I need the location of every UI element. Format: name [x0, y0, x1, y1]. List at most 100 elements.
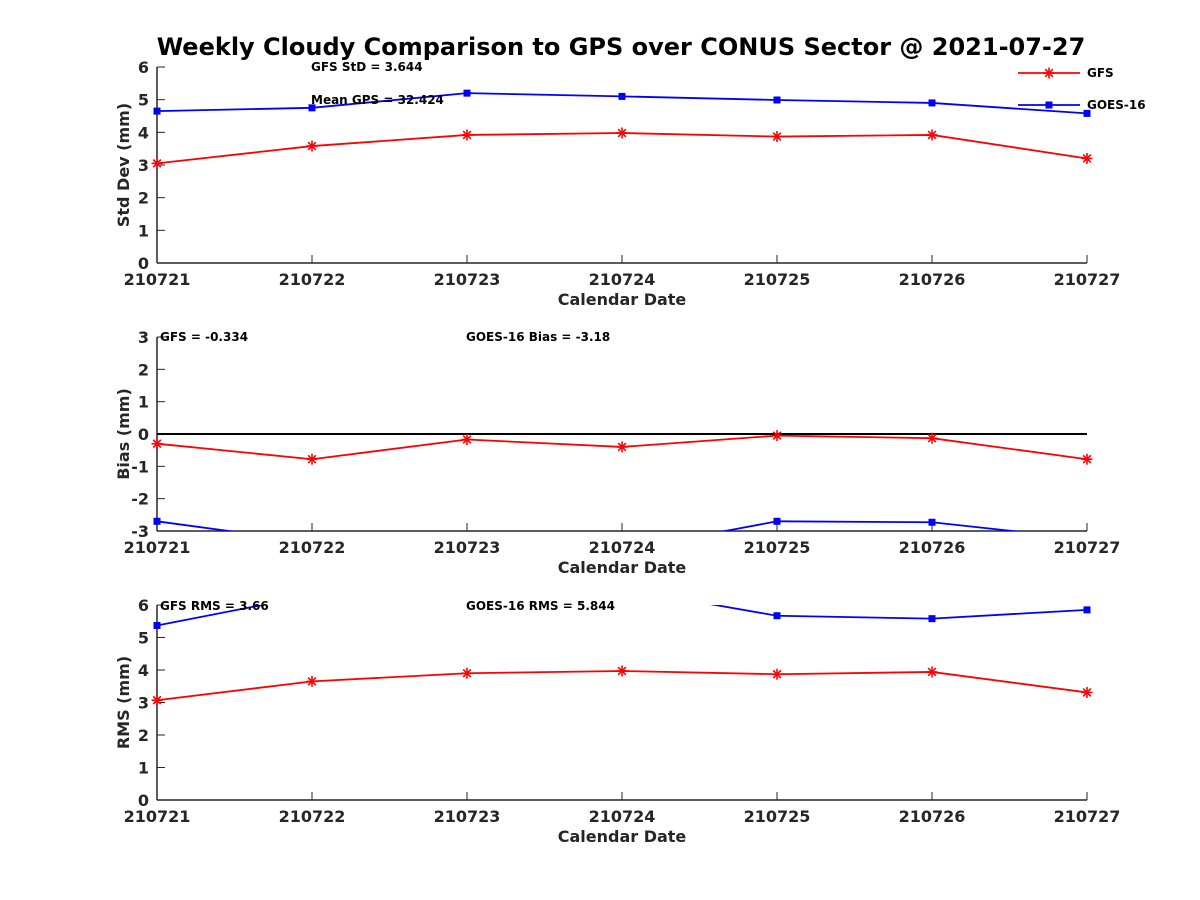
chart-title: Weekly Cloudy Comparison to GPS over CON…	[157, 33, 1086, 61]
data-point-goes-16	[773, 517, 781, 525]
data-point-gfs	[306, 453, 318, 465]
y-tick-label: 2	[138, 360, 149, 379]
y-axis-label: Std Dev (mm)	[114, 103, 133, 227]
legend-marker	[1045, 101, 1053, 109]
data-point-gfs	[926, 666, 938, 678]
x-tick-label: 210726	[899, 270, 966, 289]
legend-entry-gfs: GFS	[1018, 66, 1114, 80]
data-point-goes-16	[928, 518, 936, 526]
data-point-gfs	[151, 438, 163, 450]
data-point-gfs	[461, 129, 473, 141]
y-tick-label: -2	[131, 490, 149, 509]
legend-marker	[1043, 67, 1055, 79]
data-point-goes-16	[463, 89, 471, 97]
data-point-goes-16	[308, 104, 316, 112]
y-tick-label: 6	[138, 596, 149, 615]
y-axis-label: Bias (mm)	[114, 388, 133, 480]
x-tick-label: 210725	[744, 807, 811, 826]
data-point-gfs	[616, 127, 628, 139]
y-tick-label: 2	[138, 189, 149, 208]
x-tick-label: 210724	[589, 807, 656, 826]
x-tick-label: 210722	[279, 807, 346, 826]
data-point-gfs	[926, 129, 938, 141]
y-tick-label: 1	[138, 393, 149, 412]
data-point-gfs	[1081, 152, 1093, 164]
x-tick-label: 210722	[279, 270, 346, 289]
y-tick-label: 6	[138, 58, 149, 77]
data-point-gfs	[1081, 453, 1093, 465]
y-tick-label: -1	[131, 457, 149, 476]
annotation: Mean GPS = 32.424	[311, 93, 444, 107]
y-tick-label: 3	[138, 694, 149, 713]
panel-3: 0 1 2 3 4 5 6 210721 210722 210723 210724 210725 210…	[114, 582, 1121, 846]
y-tick-label: 5	[138, 91, 149, 110]
data-point-gfs	[1081, 686, 1093, 698]
data-point-gfs	[306, 140, 318, 152]
x-tick-label: 210723	[434, 807, 501, 826]
panel-2: -3 -2 -1 0 1 2 3 210721 210722 210723 210724 210725…	[114, 328, 1120, 577]
series-line-goes-16	[156, 605, 1088, 627]
data-point-gfs	[616, 441, 628, 453]
y-tick-label: 0	[138, 791, 149, 810]
y-tick-label: 0	[138, 425, 149, 444]
data-point-goes-16	[928, 615, 936, 623]
annotation: GOES-16 Bias = -3.18	[466, 330, 610, 344]
x-tick-label: 210727	[1054, 270, 1121, 289]
plot-area	[151, 582, 1093, 706]
plot-area	[151, 430, 1093, 531]
data-point-goes-16	[773, 612, 781, 620]
data-point-goes-16	[618, 92, 626, 100]
x-tick-label: 210721	[124, 270, 191, 289]
data-point-gfs	[151, 157, 163, 169]
x-axis-label: Calendar Date	[558, 827, 687, 846]
x-tick-label: 210723	[434, 538, 501, 557]
data-point-goes-16	[1083, 606, 1091, 614]
data-point-gfs	[771, 668, 783, 680]
y-tick-label: -3	[131, 522, 149, 541]
data-point-goes-16	[153, 621, 161, 629]
data-point-goes-16	[773, 96, 781, 104]
data-point-goes-16	[928, 99, 936, 107]
data-point-goes-16	[619, 585, 626, 592]
data-point-goes-16	[464, 582, 471, 589]
annotation: GOES-16 RMS = 5.844	[466, 599, 615, 613]
y-tick-label: 5	[138, 629, 149, 648]
x-axis-label: Calendar Date	[558, 290, 687, 309]
legend: GFS GOES-16	[1018, 66, 1146, 112]
x-tick-label: 210724	[589, 270, 656, 289]
y-tick-label: 0	[138, 254, 149, 273]
y-tick-label: 4	[138, 661, 149, 680]
x-tick-label: 210722	[279, 538, 346, 557]
annotation: GFS = -0.334	[160, 330, 248, 344]
data-point-gfs	[926, 432, 938, 444]
data-point-gfs	[306, 675, 318, 687]
x-tick-label: 210724	[589, 538, 656, 557]
data-point-gfs	[771, 131, 783, 143]
x-tick-label: 210727	[1054, 807, 1121, 826]
legend-entry-goes-16: GOES-16	[1018, 98, 1146, 112]
x-tick-label: 210725	[744, 538, 811, 557]
x-tick-label: 210723	[434, 270, 501, 289]
y-tick-label: 2	[138, 726, 149, 745]
x-tick-label: 210725	[744, 270, 811, 289]
annotation: GFS StD = 3.644	[311, 60, 423, 74]
y-tick-label: 1	[138, 759, 149, 778]
data-point-gfs	[461, 433, 473, 445]
y-tick-label: 1	[138, 221, 149, 240]
annotation: GFS RMS = 3.66	[160, 599, 269, 613]
legend-label: GFS	[1087, 66, 1114, 80]
x-tick-label: 210727	[1054, 538, 1121, 557]
y-axis-label: RMS (mm)	[114, 656, 133, 749]
y-tick-label: 4	[138, 123, 149, 142]
panel-1: 0 1 2 3 4 5 6 210721 210722 210723 210724 210725 210…	[114, 58, 1120, 309]
x-tick-label: 210726	[899, 538, 966, 557]
data-point-gfs	[151, 694, 163, 706]
legend-label: GOES-16	[1087, 98, 1146, 112]
plot-area	[151, 89, 1093, 169]
x-tick-label: 210726	[899, 807, 966, 826]
x-tick-label: 210721	[124, 538, 191, 557]
y-tick-label: 3	[138, 156, 149, 175]
data-point-gfs	[461, 667, 473, 679]
